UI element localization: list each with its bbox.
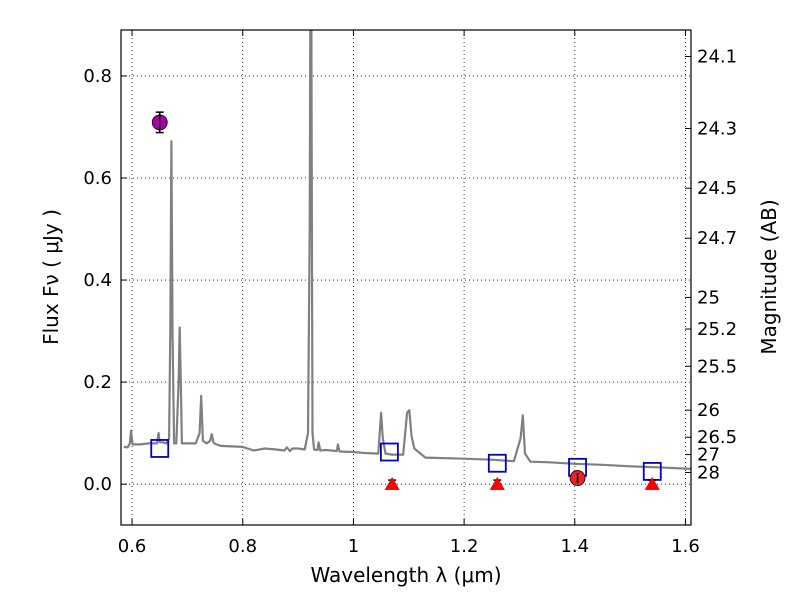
upper-limit-triangle	[489, 476, 505, 490]
plot-frame	[120, 29, 692, 526]
upper-limit-triangle	[644, 476, 660, 490]
plot-area	[123, 30, 691, 470]
ticks: 0.6 0.8 1 1.2 1.4 1.6 0.0 0.2 0.4 0.6 0.8 24.1 24.3 2…	[83, 30, 737, 557]
x-tick-label: 0.8	[228, 536, 257, 557]
right-axis-title: Magnitude (AB)	[757, 199, 781, 354]
spectrum-line	[123, 30, 691, 470]
y-axis-title: Flux Fν ( μJy )	[39, 209, 63, 345]
right-tick-label: 25.5	[697, 356, 737, 377]
right-tick-label: 24.5	[697, 178, 737, 199]
y-tick-label: 0.2	[83, 372, 112, 393]
right-tick-label: 28	[697, 462, 720, 483]
model-flux-square	[379, 442, 399, 462]
right-tick-label: 27	[697, 445, 720, 466]
model-flux-square	[150, 439, 170, 458]
x-tick-label: 1	[348, 536, 359, 557]
x-tick-label: 0.6	[118, 536, 147, 557]
right-tick-label: 24.3	[697, 118, 737, 139]
upper-limit-triangle	[384, 476, 400, 490]
right-tick-label: 26	[697, 400, 720, 421]
series-group	[123, 30, 691, 470]
x-axis-title: Wavelength λ (μm)	[310, 563, 501, 587]
markers	[150, 111, 662, 490]
x-tick-label: 1.2	[450, 536, 479, 557]
x-tick-label: 1.6	[671, 536, 700, 557]
right-tick-label: 26.5	[697, 427, 737, 448]
y-tick-label: 0.6	[83, 168, 112, 189]
right-tick-label: 25.2	[697, 319, 737, 340]
model-flux-square	[487, 453, 507, 473]
right-tick-label: 25	[697, 287, 720, 308]
y-tick-label: 0.8	[83, 66, 112, 87]
x-tick-label: 1.4	[560, 536, 589, 557]
right-tick-label: 24.1	[697, 47, 737, 68]
y-tick-label: 0.4	[83, 270, 112, 291]
grid	[121, 30, 691, 525]
right-tick-label: 24.7	[697, 228, 737, 249]
y-tick-label: 0.0	[83, 474, 112, 495]
